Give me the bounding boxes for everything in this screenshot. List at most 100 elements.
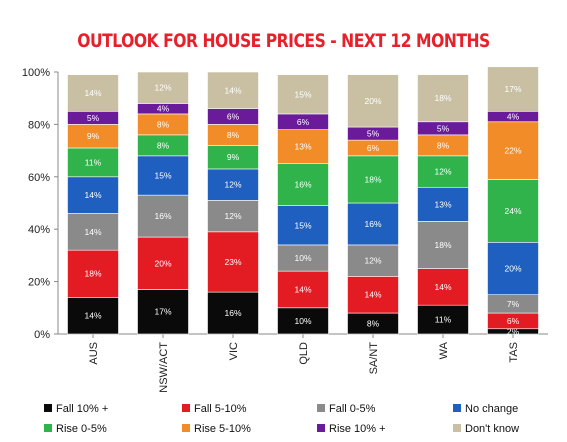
- data-label: 15%: [294, 220, 311, 230]
- legend-label: Don't know: [465, 423, 519, 435]
- axes: 0% 20% 40% 60% 80% 100% AUS NSW/ACT VIC QLD SA/NT W…: [22, 67, 548, 393]
- data-label: 6%: [367, 143, 380, 153]
- data-label: 15%: [294, 89, 311, 99]
- data-label: 10%: [294, 253, 311, 263]
- data-label: 14%: [84, 190, 101, 200]
- data-label: 14%: [224, 85, 241, 95]
- legend-swatch: [453, 424, 461, 432]
- data-label: 14%: [84, 227, 101, 237]
- data-label: 17%: [154, 307, 171, 317]
- bar-segment: [347, 202, 399, 246]
- legend-swatch: [453, 404, 461, 412]
- data-label: 18%: [84, 269, 101, 279]
- bar-segment: [207, 71, 259, 109]
- data-label: 16%: [294, 180, 311, 190]
- legend-label: Rise 10% +: [329, 423, 386, 435]
- y-tick-label: 100%: [22, 67, 50, 79]
- bar-segment: [277, 74, 329, 115]
- data-label: 16%: [364, 219, 381, 229]
- data-label: 14%: [364, 290, 381, 300]
- data-label: 13%: [434, 199, 451, 209]
- data-label: 12%: [154, 83, 171, 93]
- bar-segment: [137, 71, 189, 104]
- legend-label: Rise 5-10%: [194, 423, 251, 435]
- bar-segment: [347, 155, 399, 204]
- data-label: 18%: [364, 174, 381, 184]
- bar-segment: [347, 74, 399, 128]
- data-label: 13%: [294, 142, 311, 152]
- data-label: 4%: [507, 112, 520, 122]
- data-label: 22%: [504, 146, 521, 156]
- legend-swatch: [182, 424, 190, 432]
- data-label: 16%: [154, 211, 171, 221]
- bar-segment: [347, 244, 399, 277]
- data-label: 10%: [294, 316, 311, 326]
- data-label: 6%: [227, 112, 240, 122]
- bar-segment: [487, 66, 539, 112]
- bar-segment: [137, 155, 189, 196]
- data-label: 20%: [364, 96, 381, 106]
- data-label: 7%: [507, 299, 520, 309]
- data-label: 14%: [84, 88, 101, 98]
- data-label: 8%: [157, 140, 170, 150]
- legend-swatch: [44, 404, 52, 412]
- bar-segment: [67, 213, 119, 251]
- data-label: 8%: [437, 140, 450, 150]
- bar-segment: [207, 291, 259, 335]
- bar-segment: [487, 179, 539, 243]
- data-label: 5%: [437, 123, 450, 133]
- category-label: AUS: [88, 342, 100, 365]
- bar-segment: [67, 74, 119, 112]
- data-label: 12%: [364, 256, 381, 266]
- legend-label: Fall 5-10%: [194, 403, 247, 415]
- data-label: 5%: [367, 129, 380, 139]
- legend-label: No change: [465, 403, 518, 415]
- data-label: 18%: [434, 240, 451, 250]
- bar-segment: [277, 163, 329, 206]
- data-label: 6%: [507, 316, 520, 326]
- bar-segment: [207, 168, 259, 201]
- bar-segment: [277, 129, 329, 165]
- category-label: TAS: [508, 342, 520, 363]
- bar-segment: [487, 242, 539, 296]
- data-label: 12%: [434, 167, 451, 177]
- legend-swatch: [44, 424, 52, 432]
- data-label: 24%: [504, 206, 521, 216]
- data-label: 9%: [227, 152, 240, 162]
- y-tick-label: 20%: [28, 277, 50, 289]
- bar-segment: [207, 231, 259, 293]
- data-label: 8%: [227, 130, 240, 140]
- legend-label: Fall 10% +: [56, 403, 108, 415]
- data-label: 18%: [434, 93, 451, 103]
- bar-segment: [417, 186, 469, 222]
- data-label: 20%: [154, 258, 171, 268]
- bar-segment: [417, 74, 469, 123]
- data-label: 6%: [297, 117, 310, 127]
- bar-segment: [137, 194, 189, 238]
- data-label: 5%: [87, 113, 100, 123]
- bar-segment: [417, 221, 469, 269]
- data-label: 12%: [224, 211, 241, 221]
- category-label: NSW/ACT: [158, 342, 170, 393]
- data-label: 2%: [507, 326, 520, 336]
- data-label: 14%: [434, 282, 451, 292]
- bar-segment: [347, 276, 399, 314]
- data-label: 9%: [87, 131, 100, 141]
- legend-label: Rise 0-5%: [56, 423, 107, 435]
- bar-segment: [207, 200, 259, 233]
- y-tick-label: 80%: [28, 119, 50, 131]
- data-label: 23%: [224, 257, 241, 267]
- bar-segment: [67, 147, 119, 178]
- data-label: 14%: [84, 311, 101, 321]
- bar-segment: [137, 289, 189, 335]
- data-label: 15%: [154, 170, 171, 180]
- legend-swatch: [317, 404, 325, 412]
- y-tick-label: 60%: [28, 172, 50, 184]
- y-tick-label: 0%: [34, 329, 50, 341]
- data-label: 8%: [157, 119, 170, 129]
- legend-label: Fall 0-5%: [329, 403, 376, 415]
- data-label: 11%: [435, 315, 452, 325]
- bar-segment: [67, 297, 119, 335]
- data-label: 4%: [157, 104, 170, 114]
